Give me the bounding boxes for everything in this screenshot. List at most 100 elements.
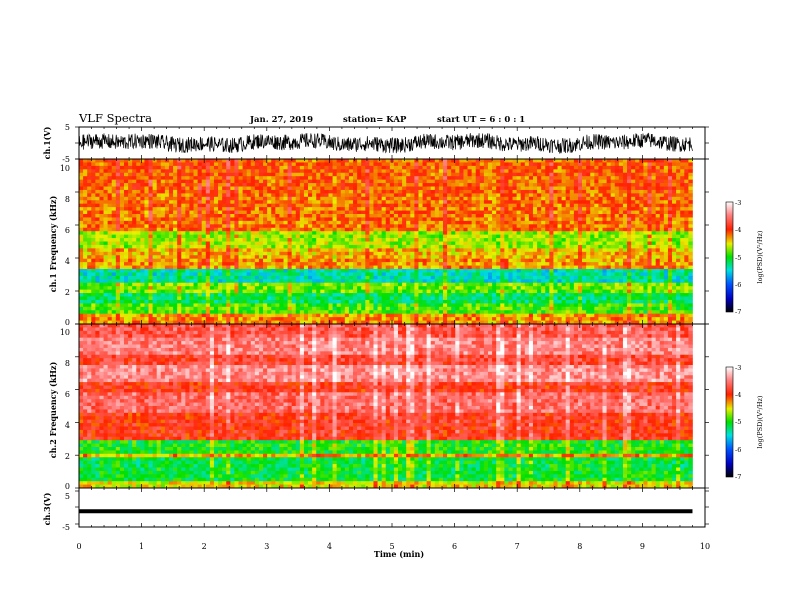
spectrogram-cell: [504, 224, 509, 229]
spectrogram-cell: [537, 231, 542, 235]
spectrogram-cell: [561, 241, 567, 246]
spectrogram-cell: [565, 269, 571, 273]
spectrogram-cell: [389, 248, 395, 253]
spectrogram-cell: [590, 241, 595, 246]
spectrogram-cell: [627, 162, 632, 167]
spectrogram-cell: [516, 162, 522, 167]
spectrogram-cell: [279, 193, 284, 198]
spectrogram-cell: [577, 265, 583, 270]
spectrogram-cell: [639, 159, 644, 163]
spectrogram-cell: [263, 159, 268, 163]
spectrogram-cell: [177, 183, 182, 187]
spectrogram-cell: [418, 269, 423, 273]
spectrogram-cell: [197, 272, 203, 277]
spectrogram-cell: [545, 262, 550, 266]
spectrogram-cell: [275, 227, 280, 232]
spectrogram-cell: [226, 217, 231, 222]
spectrogram-cell: [205, 255, 211, 260]
spectrogram-cell: [447, 200, 452, 205]
spectrogram-cell: [545, 176, 550, 180]
spectrogram-cell: [218, 244, 223, 249]
spectrogram-cell: [218, 186, 223, 191]
spectrogram-cell: [312, 162, 317, 167]
spectrogram-cell: [618, 210, 624, 215]
spectrogram-cell: [610, 241, 616, 246]
spectrogram-cell: [496, 162, 501, 167]
spectrogram-cell: [483, 203, 489, 208]
spectrogram-cell: [226, 220, 231, 225]
spectrogram-cell: [144, 179, 149, 184]
spectrogram-cell: [459, 169, 464, 174]
spectrogram-cell: [353, 234, 358, 239]
spectrogram-cell: [598, 203, 603, 208]
spectrogram-cell: [426, 255, 432, 260]
spectrogram-cell: [565, 220, 571, 225]
spectrogram-cell: [598, 165, 603, 170]
spectrogram-cell: [348, 244, 354, 249]
spectrogram-cell: [622, 176, 628, 180]
spectrogram-cell: [467, 214, 472, 218]
spectrogram-cell: [483, 262, 489, 266]
spectrogram-cell: [103, 183, 108, 187]
spectrogram-cell: [414, 248, 419, 253]
spectrogram-cell: [213, 172, 219, 177]
spectrogram-cell: [348, 224, 354, 229]
spectrogram-cell: [639, 203, 644, 208]
spectrogram-cell: [295, 200, 301, 205]
spectrogram-cell: [410, 214, 415, 218]
spectrogram-cell: [123, 159, 129, 163]
spectrogram-cell: [189, 255, 194, 260]
spectrogram-cell: [582, 241, 587, 246]
spectrogram-cell: [263, 214, 268, 218]
spectrogram-cell: [299, 227, 305, 232]
spectrogram-cell: [189, 258, 194, 263]
spectrogram-cell: [238, 203, 243, 208]
spectrogram-cell: [123, 234, 129, 239]
spectrogram-cell: [148, 265, 153, 270]
spectrogram-cell: [340, 234, 346, 239]
spectrogram-cell: [467, 234, 472, 239]
spectrogram-cell: [651, 255, 657, 260]
spectrogram-cell: [622, 220, 628, 225]
spectrogram-cell: [128, 238, 133, 242]
spectrogram-cell: [537, 183, 542, 187]
spectrogram-cell: [492, 238, 497, 242]
spectrogram-cell: [83, 207, 88, 211]
spectrogram-cell: [218, 269, 223, 273]
spectrogram-cell: [500, 238, 505, 242]
spectrogram-cell: [672, 262, 677, 266]
spectrogram-cell: [156, 255, 162, 260]
spectrogram-cell: [324, 196, 329, 201]
spectrogram-cell: [537, 162, 542, 167]
spectrogram-cell: [295, 238, 301, 242]
spectrogram-cell: [348, 248, 354, 253]
spectrogram-cell: [140, 255, 145, 260]
spectrogram-cell: [287, 207, 293, 211]
spectrogram-cell: [680, 224, 685, 229]
spectrogram-cell: [676, 200, 681, 205]
spectrogram-cell: [99, 214, 104, 218]
spectrogram-cell: [561, 165, 567, 170]
spectrogram-cell: [83, 176, 88, 180]
spectrogram-cell: [381, 248, 387, 253]
spectrogram-cell: [569, 255, 575, 260]
spectrogram-cell: [680, 255, 685, 260]
spectrogram-cell: [197, 207, 203, 211]
spectrogram-cell: [573, 183, 579, 187]
spectrogram-cell: [95, 224, 100, 229]
spectrogram-cell: [205, 207, 211, 211]
spectrogram-cell: [602, 189, 607, 194]
spectrogram-cell: [524, 165, 530, 170]
spectrogram-cell: [455, 217, 460, 222]
spectrogram-cell: [414, 255, 419, 260]
spectrogram-cell: [115, 186, 121, 191]
spectrogram-cell: [197, 231, 203, 235]
spectrogram-cell: [201, 162, 207, 167]
spectrogram-cell: [467, 165, 472, 170]
spectrogram-cell: [324, 227, 329, 232]
spectrogram-cell: [136, 203, 141, 208]
spectrogram-cell: [107, 172, 113, 177]
spectrogram-cell: [663, 162, 669, 167]
spectrogram-cell: [87, 179, 92, 184]
spectrogram-cell: [541, 196, 546, 201]
